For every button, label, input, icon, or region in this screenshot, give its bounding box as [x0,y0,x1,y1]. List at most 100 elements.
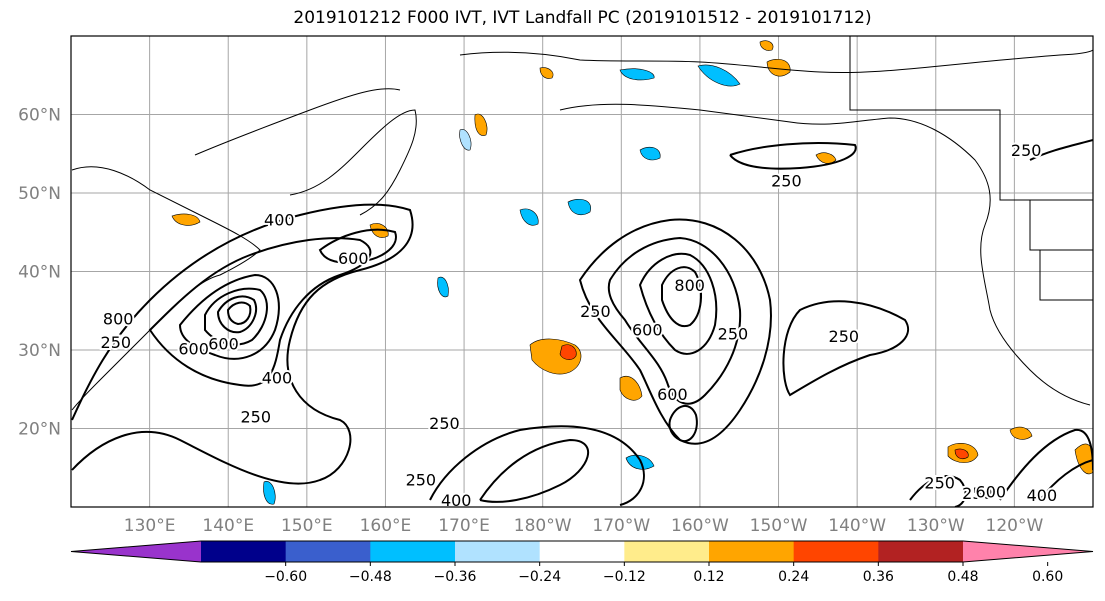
lat-tick-label: 20°N [18,420,61,440]
lon-tick-label: 180°W [514,516,572,536]
contour-line [178,273,280,360]
colorbar-bin [370,541,456,562]
map-title: 2019101212 F000 IVT, IVT Landfall PC (20… [293,8,872,28]
contour-label: 800 [103,310,134,329]
contour-label: 400 [262,368,293,387]
ivt-contours [71,139,1093,507]
contour-line [782,300,910,397]
contour-label: 250 [962,484,993,503]
colorbar-tick-label: 0.24 [778,569,809,585]
colorbar-extend-high [963,541,1093,562]
lat-tick-label: 30°N [18,341,61,361]
shading-patch [474,113,488,136]
lon-tick-label: 160°E [360,516,412,536]
longitude-labels: 130°E 140°E 150°E 160°E 170°E 180°W 170°W 160°W… [124,516,1044,536]
colorbar-bin [793,541,879,562]
contour-line [578,218,772,445]
colorbar-bin [285,541,371,562]
contour-line [1039,459,1093,501]
shading-patch [459,129,472,151]
shading-patch [519,208,539,226]
contour-line [226,301,252,326]
contour-label: 600 [178,339,209,358]
contour-line [661,266,702,328]
colorbar-bin [455,541,541,562]
shading-patch [639,146,661,161]
shading-patch [171,213,201,226]
shading-patch [815,152,837,164]
colorbar-extend-low [71,541,201,562]
contour-line [204,287,268,346]
contour-label: 250 [240,408,271,427]
colorbar-outline [70,540,1094,563]
coastline [71,166,261,411]
contour-line [729,142,857,170]
colorbar-tick-label: 0.36 [863,569,894,585]
contour-label: 250 [771,171,802,190]
shading-patch [437,276,449,298]
lon-tick-label: 140°E [202,516,254,536]
colorbar-tick-label: 0.60 [1032,569,1063,585]
contour-line [607,236,742,405]
contour-line [638,252,718,355]
colorbar-tick-label: −0.60 [264,569,307,585]
contour-label: 250 [1011,141,1042,160]
shading-patch [619,68,655,81]
contour-line [318,228,397,264]
coastline [1029,200,1093,251]
contour-label: 600 [632,321,663,340]
coastline [194,88,401,156]
lon-tick-label: 170°W [592,516,650,536]
latitude-labels: 20°N 30°N 40°N 50°N 60°N [18,106,61,440]
lon-tick-label: 170°E [438,516,490,536]
lon-tick-label: 130°W [907,516,965,536]
lon-tick-label: 120°W [986,516,1044,536]
coastline [1039,250,1093,301]
contour-line [479,438,590,503]
contour-label: 800 [674,276,705,295]
contour-line [148,237,372,387]
coastline [459,49,1093,74]
contour-line [1029,139,1093,161]
contour-label: 600 [976,482,1007,501]
shading-patch [766,59,791,77]
contour-label: 250 [829,327,860,346]
coastline [849,36,1093,201]
contour-label: 400 [1027,486,1058,505]
contour-label: 400 [264,211,295,230]
contour-line [999,428,1093,501]
colorbar-bin [624,541,710,562]
map-frame [70,35,1094,508]
colorbar-bin [709,541,795,562]
colorbar: −0.60 −0.48 −0.36 −0.24 −0.12 0.12 0.24 0.36 0.4… [70,540,1094,585]
colorbar-bin [539,541,625,562]
lon-tick-label: 140°W [828,516,886,536]
lon-tick-label: 150°W [750,516,808,536]
lat-tick-label: 50°N [18,184,61,204]
contour-label: 600 [657,385,688,404]
colorbar-tick-label: 0.48 [947,569,978,585]
shading-patch [759,40,774,51]
contour-line [668,405,698,443]
contour-line [429,425,645,506]
coastline [289,109,417,216]
contour-line [216,295,258,334]
colorbar-bin [201,541,287,562]
shading-patch [539,67,554,79]
colorbar-tick-label: −0.24 [518,569,561,585]
shading-patch [697,64,741,87]
shading-patch [954,448,969,460]
colorbar-tick-label: −0.36 [434,569,477,585]
contour-label: 250 [580,302,611,321]
shading-patch [559,344,577,360]
lat-tick-label: 40°N [18,263,61,283]
contour-label: 250 [429,414,460,433]
contour-label: 600 [338,249,369,268]
contour-label: 250 [101,333,132,352]
map-panel: 400 600 600 600 400 250 800 250 250 250 400 250 800 6… [70,35,1094,508]
contour-label: 250 [406,471,437,490]
coastlines [71,36,1093,411]
contour-line [71,203,414,485]
colorbar-tick-label: 0.12 [693,569,724,585]
